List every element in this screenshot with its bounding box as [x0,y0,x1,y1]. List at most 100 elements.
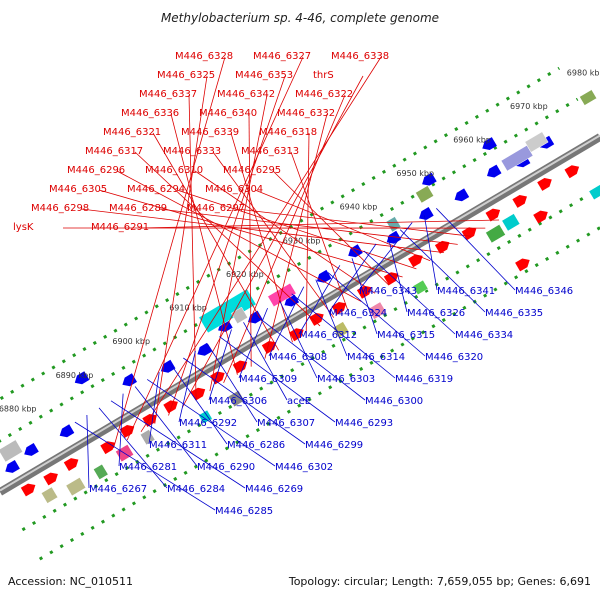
reverse-label-leader [363,250,456,335]
gene-feature-box [227,390,245,408]
reverse-gene-arrow [197,342,212,356]
forward-label-leader [188,94,197,400]
reverse-label-leader [279,300,318,379]
forward-gene-label: M446_6298 [31,203,89,214]
forward-label-leader [236,208,472,237]
forward-label-leader [134,151,321,327]
dotted-track [0,97,579,443]
reverse-gene-label: M446_6312 [299,330,357,341]
reverse-gene-label: M446_6286 [227,440,285,451]
reverse-label-leader [255,314,366,401]
forward-gene-label: M446_6317 [85,146,143,157]
reverse-gene-label: M446_6324 [329,308,387,319]
forward-gene-arrow [512,195,527,208]
forward-gene-arrow [485,208,501,222]
forward-label-leader [168,75,286,416]
reverse-gene-label: M446_6307 [257,418,315,429]
reverse-gene-label: M446_6269 [245,484,303,495]
forward-gene-label: M446_6342 [217,89,275,100]
kbp-tick-label: 6880 kbp [0,404,37,413]
reverse-gene-arrow [487,164,502,178]
forward-gene-arrow [331,302,347,315]
forward-gene-arrow [20,483,36,497]
reverse-gene-label: M446_6334 [455,330,513,341]
forward-label-leader [194,170,376,294]
forward-label-leader [140,219,500,229]
genome-backbone [0,133,600,496]
reverse-label-leader [351,258,378,335]
dotted-track [38,225,600,561]
reverse-label-leader [208,329,232,401]
reverse-gene-label: M446_6299 [305,440,363,451]
forward-gene-label: thrS [313,70,334,81]
gene-feature-box [332,321,350,339]
reverse-label-leader [436,208,516,291]
kbp-tick-label: 6970 kbp [510,102,548,111]
forward-label-leader [264,113,328,359]
forward-gene-label: M446_6296 [67,165,125,176]
reverse-gene-arrow [5,460,20,473]
reverse-gene-label: M446_6320 [425,352,483,363]
gene-feature-box [501,213,521,232]
forward-gene-label: M446_6325 [157,70,215,81]
reverse-gene-arrow [316,269,332,283]
reverse-gene-label: M446_6309 [239,374,297,385]
gene-feature-box [0,439,24,463]
reverse-gene-arrow [59,424,75,438]
gene-feature-box [412,279,429,296]
reverse-label-leader [387,236,408,313]
forward-label-leader [305,132,310,335]
forward-gene-arrow [142,414,157,427]
reverse-label-leader [134,386,198,467]
reverse-gene-arrow [74,371,90,385]
forward-gene-label: M446_6353 [235,70,293,81]
dotted-track [0,66,561,401]
reverse-gene-label: M446_6335 [485,308,543,319]
forward-gene-arrow [408,254,423,268]
reverse-label-leader [315,279,348,357]
reverse-label-leader [178,350,196,423]
forward-gene-label: M446_6318 [259,127,317,138]
kbp-tick-label: 6920 kbp [226,270,264,279]
forward-gene-arrow [533,210,548,224]
reverse-gene-label: M446_6300 [365,396,423,407]
kbp-tick-label: 6940 kbp [340,203,378,212]
forward-gene-label: M446_6336 [121,108,179,119]
gene-feature-box [65,477,87,497]
reverse-label-leader [423,215,438,291]
reverse-label-leader [183,357,306,445]
forward-gene-label: M446_6333 [163,146,221,157]
gene-feature-box [588,184,600,201]
reverse-gene-label: M446_6319 [395,374,453,385]
reverse-label-leader [98,407,168,489]
forward-label-leader [290,151,348,310]
forward-gene-label: M446_6328 [175,51,233,62]
reverse-label-leader [74,421,216,511]
reverse-label-leader [219,336,336,423]
forward-gene-label: M446_6295 [223,165,281,176]
reverse-label-leader [146,379,276,467]
forward-gene-arrow [564,165,580,179]
forward-gene-arrow [434,240,450,254]
forward-gene-label: lysK [13,222,34,233]
reverse-gene-label: M446_6343 [359,286,417,297]
kbp-tick-label: 6900 kbp [112,337,150,346]
gene-feature-box [524,131,549,153]
gene-feature-box [139,429,156,446]
forward-gene-arrow [537,178,552,191]
reverse-label-leader [118,393,124,467]
reverse-gene-label: M446_6292 [179,418,237,429]
gene-feature-box [415,185,435,204]
reverse-gene-label: M446_6281 [119,462,177,473]
forward-gene-arrow [356,285,372,299]
reverse-label-leader [170,364,228,445]
genome-backbone-highlight [0,134,600,492]
gene-feature-box [267,282,297,308]
forward-label-leader [248,113,252,367]
reverse-gene-arrow [24,443,39,456]
gene-feature-box [485,224,506,244]
reverse-label-leader [399,229,486,313]
forward-gene-label: M446_6304 [205,184,263,195]
